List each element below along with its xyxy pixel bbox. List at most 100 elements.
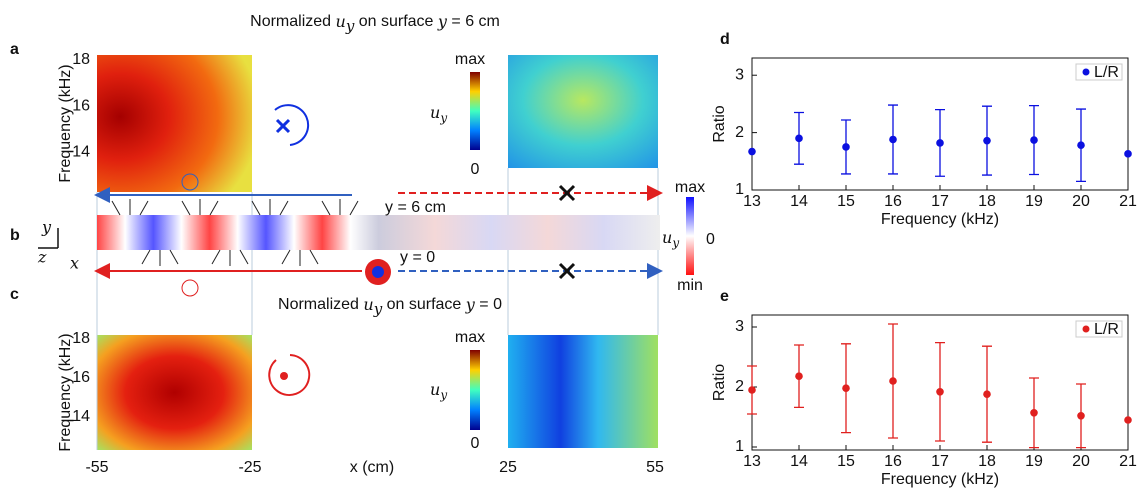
title-part: y	[373, 300, 383, 318]
math: y	[439, 111, 447, 125]
colorbar-title: uy	[430, 380, 447, 402]
panel-label: d	[720, 31, 730, 48]
math: u	[430, 103, 440, 122]
heatmap	[97, 335, 252, 450]
title-part: y	[345, 17, 355, 35]
title-part: u	[336, 12, 346, 31]
math: y	[671, 236, 679, 250]
tick-label: 13	[743, 193, 761, 210]
data-point	[748, 386, 756, 394]
data-point	[983, 136, 991, 145]
tick-label: 3	[735, 66, 744, 83]
title: Normalized uy on surface y = 6 cm	[250, 12, 500, 36]
tick-label: 21	[1119, 193, 1137, 210]
heatmap	[508, 335, 658, 448]
colorbar	[686, 197, 694, 275]
colorbar-title: uy	[662, 228, 679, 250]
axis-title: x (cm)	[350, 459, 394, 476]
colorbar-label: max	[675, 179, 705, 196]
blocked-mark	[558, 184, 576, 280]
tick-label: 20	[1072, 193, 1090, 210]
tick-label: 18	[978, 193, 996, 210]
colorbar-title: uy	[430, 103, 447, 125]
colorbar-label: 0	[471, 161, 480, 178]
tick-label: 3	[735, 318, 744, 335]
data-point	[889, 135, 897, 144]
data-point	[748, 147, 756, 156]
axis-title: Frequency (kHz)	[881, 471, 999, 488]
data-point	[936, 388, 944, 396]
axis-symbol: x	[70, 254, 79, 273]
data-point	[795, 134, 803, 143]
panel-label: a	[10, 41, 19, 58]
legend-marker	[1082, 68, 1090, 76]
heatmap	[508, 55, 658, 168]
data-point	[1077, 141, 1085, 150]
legend-marker	[1082, 325, 1090, 333]
data-point	[1030, 136, 1038, 144]
rotation-icon	[280, 372, 288, 380]
axis-title: Ratio	[711, 105, 728, 142]
panel-label: e	[720, 288, 729, 305]
data-point	[1030, 409, 1038, 417]
data-point	[842, 143, 850, 151]
tick-label: 14	[790, 193, 808, 210]
waveguide-strip	[97, 215, 660, 250]
tick-label: 21	[1119, 453, 1137, 470]
axis-title: Frequency (kHz)	[57, 333, 74, 451]
tick-label: 16	[72, 369, 90, 386]
tick-label: 20	[1072, 453, 1090, 470]
tick-label: -25	[238, 459, 261, 476]
strip-label: y = 0	[400, 249, 435, 266]
tick-label: 16	[72, 97, 90, 114]
title-part: on surface	[382, 296, 466, 313]
data-point	[889, 377, 897, 385]
colorbar	[470, 72, 480, 150]
axis-title: Frequency (kHz)	[881, 211, 999, 228]
tick-label: 18	[978, 453, 996, 470]
colorbar-label: max	[455, 329, 485, 346]
tick-label: 14	[72, 408, 90, 425]
tick-label: -55	[85, 459, 108, 476]
heatmap	[97, 55, 252, 192]
axis-title: Ratio	[711, 364, 728, 401]
tick-label: 19	[1025, 193, 1043, 210]
source-icon	[372, 266, 384, 278]
rotation-icon	[181, 279, 199, 297]
colorbar	[470, 350, 480, 430]
rotation-icon	[268, 354, 311, 396]
tick-label: 18	[72, 51, 90, 68]
title-part: = 6 cm	[447, 13, 500, 30]
data-point	[842, 384, 850, 393]
tick-label: 18	[72, 330, 90, 347]
axis-symbol: z	[37, 248, 47, 267]
axes-icon	[38, 228, 59, 249]
tick-label: 14	[790, 453, 808, 470]
legend-label: L/R	[1094, 321, 1119, 338]
legend-label: L/R	[1094, 64, 1119, 81]
colorbar-label: 0	[706, 231, 715, 248]
panel-label: c	[10, 286, 19, 303]
legend-box	[1075, 63, 1123, 81]
math: u	[662, 228, 672, 247]
title-part: on surface	[354, 13, 438, 30]
tick-label: 15	[837, 193, 855, 210]
data-point	[983, 390, 991, 399]
colorbar-label: min	[677, 277, 703, 294]
strip-label: y = 6 cm	[385, 199, 446, 216]
axis-title: Frequency (kHz)	[57, 64, 74, 182]
tick-label: 55	[646, 459, 664, 476]
title-part: Normalized	[250, 13, 335, 30]
title-part: = 0	[475, 296, 502, 313]
tick-label: 17	[931, 453, 949, 470]
field-arrows	[111, 199, 359, 266]
panel-label: b	[10, 227, 20, 244]
colorbar-label: max	[455, 51, 485, 68]
tick-label: 15	[837, 453, 855, 470]
math: u	[430, 380, 440, 399]
colorbar-label: 0	[471, 435, 480, 452]
title-part: u	[363, 295, 373, 314]
data-point	[936, 139, 944, 147]
rotation-icon	[181, 173, 199, 191]
